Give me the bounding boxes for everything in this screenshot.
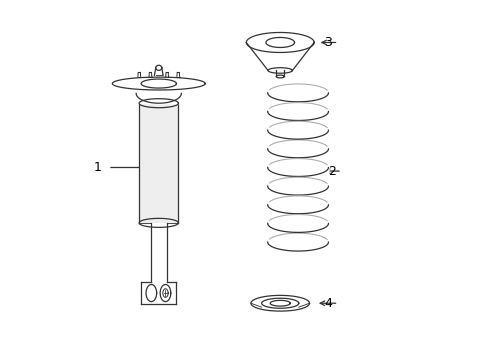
Polygon shape xyxy=(146,284,156,302)
Text: 4: 4 xyxy=(324,297,331,310)
Polygon shape xyxy=(112,77,205,90)
Text: 2: 2 xyxy=(327,165,335,177)
Polygon shape xyxy=(160,284,170,302)
Polygon shape xyxy=(139,103,178,223)
Text: 3: 3 xyxy=(324,36,331,49)
Text: 1: 1 xyxy=(94,161,102,174)
Bar xyxy=(141,282,176,304)
